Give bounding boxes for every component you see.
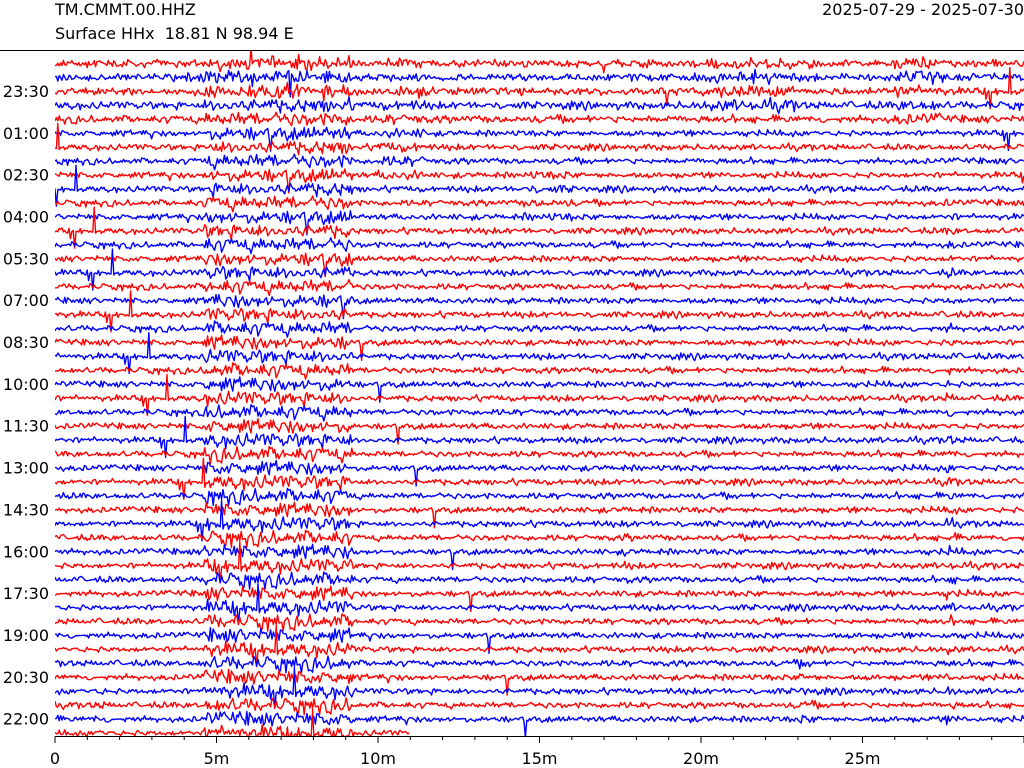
y-tick-label: 23:30 xyxy=(3,82,49,101)
trace-line xyxy=(55,237,1024,255)
trace-line xyxy=(55,373,1024,417)
y-tick-label: 19:00 xyxy=(3,626,49,645)
trace-line xyxy=(55,445,1024,465)
y-tick-label: 07:00 xyxy=(3,291,49,310)
y-tick-label: 13:00 xyxy=(3,459,49,478)
trace-line xyxy=(55,111,1024,127)
trace-line xyxy=(55,332,1024,375)
trace-line xyxy=(55,164,1024,207)
trace-line xyxy=(55,457,1024,500)
x-tick-label: 0 xyxy=(50,749,60,768)
trace-line xyxy=(55,290,1024,333)
trace-line xyxy=(55,96,1024,115)
trace-line xyxy=(55,585,1024,613)
trace-line xyxy=(55,210,1024,236)
x-tick-label: 20m xyxy=(683,749,719,768)
trace-line xyxy=(55,627,1024,654)
trace-line xyxy=(55,624,1024,668)
trace-line xyxy=(55,51,1024,74)
date-range-label: 2025-07-29 - 2025-07-30 xyxy=(822,0,1024,19)
y-tick-label: 08:30 xyxy=(3,333,49,352)
trace-line xyxy=(55,710,1024,736)
trace-line xyxy=(55,583,1024,626)
trace-line xyxy=(55,66,1024,110)
trace-line xyxy=(55,293,1024,320)
trace-line xyxy=(55,68,1024,98)
y-tick-label: 05:30 xyxy=(3,249,49,268)
trace-line xyxy=(55,122,1024,156)
y-tick-label: 01:00 xyxy=(3,124,49,143)
x-axis: 0 5m 10m 15m 20m 25m xyxy=(50,736,1024,768)
trace-line xyxy=(55,571,1024,590)
trace-line xyxy=(55,666,1024,710)
trace-line xyxy=(55,697,1024,716)
trace-line xyxy=(55,415,1024,458)
y-axis: 23:30 01:00 02:30 04:00 05:30 07:00 08:30 10:00… xyxy=(3,82,49,729)
trace-line xyxy=(55,655,1024,674)
trace-line xyxy=(55,168,1024,194)
trace-line xyxy=(55,459,1024,487)
trace-line xyxy=(55,153,1024,171)
station-location-label: Surface HHx 18.81 N 98.94 E xyxy=(55,24,294,43)
y-tick-label: 22:00 xyxy=(3,710,49,729)
trace-line xyxy=(55,206,1024,249)
trace-line xyxy=(55,126,1024,152)
trace-line xyxy=(55,613,1024,632)
y-tick-label: 20:30 xyxy=(3,668,49,687)
y-tick-label: 17:30 xyxy=(3,584,49,603)
trace-line xyxy=(55,487,1024,507)
x-tick-label: 15m xyxy=(522,749,558,768)
trace-line xyxy=(55,376,1024,403)
x-tick-label: 10m xyxy=(360,749,396,768)
trace-line xyxy=(55,708,410,736)
y-tick-label: 10:00 xyxy=(3,375,49,394)
trace-line xyxy=(55,668,1024,696)
trace-line xyxy=(55,541,1024,584)
trace-line xyxy=(55,248,1024,291)
y-tick-label: 11:30 xyxy=(3,417,49,436)
trace-line xyxy=(55,501,1024,529)
y-tick-label: 16:00 xyxy=(3,542,49,561)
trace-line xyxy=(55,195,1024,213)
trace-line xyxy=(55,320,1024,338)
y-tick-label: 02:30 xyxy=(3,166,49,185)
x-tick-label: 25m xyxy=(845,749,881,768)
trace-line xyxy=(55,279,1024,297)
trace-line xyxy=(55,334,1024,361)
trace-line xyxy=(55,362,1024,380)
x-tick-label: 5m xyxy=(204,749,230,768)
y-tick-label: 14:30 xyxy=(3,500,49,519)
trace-line xyxy=(55,404,1024,422)
station-id-label: TM.CMMT.00.HHZ xyxy=(55,0,196,19)
trace-line xyxy=(55,499,1024,542)
trace-line xyxy=(55,418,1024,445)
trace-line xyxy=(55,252,1024,278)
trace-line xyxy=(55,543,1024,571)
y-tick-label: 04:00 xyxy=(3,207,49,226)
trace-group xyxy=(55,51,1024,736)
trace-line xyxy=(55,529,1024,548)
